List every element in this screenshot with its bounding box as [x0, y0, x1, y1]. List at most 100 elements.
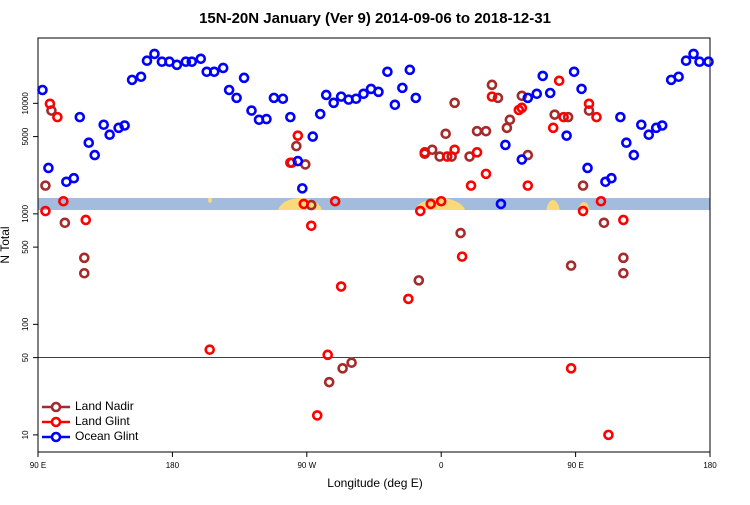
point [322, 349, 334, 361]
point [656, 120, 668, 131]
point [606, 172, 617, 184]
point [335, 281, 347, 292]
point [346, 357, 357, 368]
y-tick-label: 1000 [21, 204, 30, 222]
point [531, 88, 543, 100]
x-tick-label: 0 [439, 461, 444, 470]
y-tick-label: 500 [21, 240, 30, 254]
point [44, 98, 56, 110]
point [480, 125, 492, 137]
point [500, 139, 511, 151]
point [238, 72, 250, 84]
point [568, 66, 580, 78]
point [320, 89, 332, 101]
point [223, 84, 235, 96]
point [98, 119, 110, 131]
point [298, 198, 310, 210]
point [577, 180, 589, 191]
point [68, 172, 80, 184]
point [440, 128, 451, 140]
point [703, 56, 714, 68]
point [465, 180, 477, 191]
point [292, 130, 304, 141]
point [40, 205, 51, 217]
point [329, 195, 341, 207]
point [628, 149, 640, 161]
point [261, 113, 272, 125]
point [59, 217, 71, 229]
point [382, 66, 393, 78]
point [694, 56, 705, 68]
point [621, 137, 632, 149]
y-tick-label: 5000 [21, 127, 30, 145]
point [603, 429, 614, 441]
point [618, 252, 629, 264]
point [350, 93, 362, 105]
y-tick-label: 50 [21, 353, 30, 362]
x-tick-label: 90 E [567, 461, 583, 470]
point [208, 66, 220, 78]
point [126, 74, 138, 86]
point [561, 130, 572, 141]
point [598, 217, 610, 229]
point [119, 120, 130, 131]
point [389, 99, 401, 111]
point [135, 71, 147, 83]
point [486, 91, 498, 102]
y-tick-label: 10 [21, 430, 30, 439]
point [40, 180, 51, 191]
point [74, 111, 86, 123]
point [643, 129, 655, 141]
x-tick-label: 180 [703, 461, 717, 470]
point [246, 105, 257, 116]
point [455, 227, 466, 239]
point [419, 147, 431, 158]
point [435, 195, 447, 207]
point [403, 293, 414, 305]
point [680, 55, 692, 67]
point [149, 48, 160, 60]
point [83, 137, 95, 149]
point [314, 108, 326, 120]
point [595, 195, 607, 207]
point [558, 111, 569, 123]
chart-title: 15N-20N January (Ver 9) 2014-09-06 to 20… [199, 10, 551, 27]
point [37, 84, 48, 96]
legend-marker [50, 416, 62, 428]
point [688, 48, 699, 60]
coverage-band [38, 198, 710, 210]
x-axis-label: Longitude (deg E) [327, 476, 422, 490]
point [268, 92, 280, 104]
point [582, 162, 593, 174]
point [217, 62, 229, 74]
legend-label: Land Nadir [75, 399, 134, 413]
point [180, 56, 192, 68]
point [522, 180, 534, 191]
point [576, 83, 587, 95]
point [311, 410, 323, 421]
y-tick-label: 10000 [21, 92, 30, 115]
point [492, 92, 504, 104]
point [80, 214, 92, 226]
point [522, 92, 534, 104]
point [577, 205, 589, 217]
point [195, 53, 207, 65]
x-tick-label: 180 [166, 461, 180, 470]
point [547, 122, 559, 134]
point [291, 140, 302, 152]
point [104, 129, 115, 141]
point [471, 147, 483, 158]
point [480, 168, 492, 180]
point [562, 111, 574, 123]
point [186, 56, 198, 68]
point [618, 267, 629, 279]
point [516, 102, 528, 114]
point [449, 97, 460, 109]
legend-label: Land Glint [75, 414, 130, 428]
point [413, 275, 425, 286]
point [504, 114, 516, 126]
point [544, 87, 556, 99]
point [323, 376, 335, 388]
point [565, 363, 577, 374]
